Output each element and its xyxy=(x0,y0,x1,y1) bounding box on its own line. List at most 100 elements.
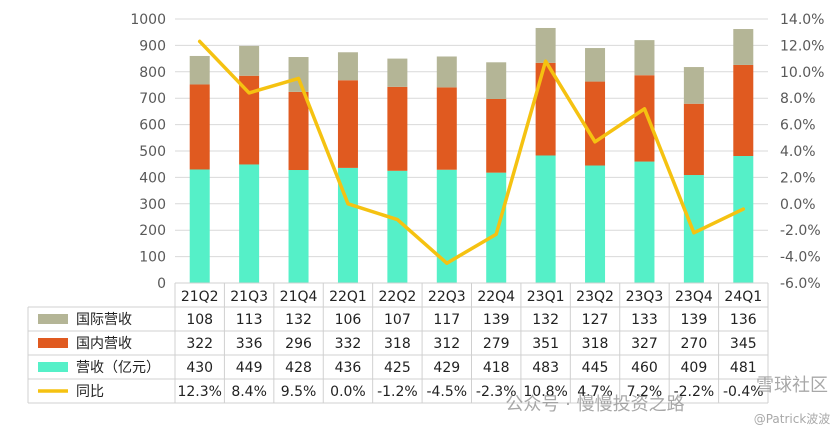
legend-label: 国内营收 xyxy=(76,336,132,352)
bar-segment-international xyxy=(288,57,309,92)
table-cell-value: 12.3% xyxy=(177,384,221,400)
yoy-line-series xyxy=(197,39,746,265)
table-cell-value: 108 xyxy=(186,312,213,328)
bar-segment-total-revenue xyxy=(585,165,606,283)
yoy-point xyxy=(198,39,202,43)
yoy-point xyxy=(395,218,399,222)
bar-segment-domestic xyxy=(436,87,457,170)
right-tick-label: -2.0% xyxy=(780,223,821,239)
table-cell-value: 107 xyxy=(384,312,411,328)
left-tick-label: 600 xyxy=(139,118,166,134)
category-label: 23Q4 xyxy=(675,289,713,305)
bar-segment-international xyxy=(585,48,606,82)
category-label: 23Q2 xyxy=(576,289,614,305)
table-cell-value: 425 xyxy=(384,360,411,376)
legend-swatch xyxy=(38,338,68,348)
legend-swatch xyxy=(38,362,68,372)
yoy-point xyxy=(692,231,696,235)
right-tick-label: 12.0% xyxy=(780,38,824,54)
category-label: 23Q1 xyxy=(527,289,565,305)
table-cell-value: -1.2% xyxy=(377,384,418,400)
left-tick-label: 400 xyxy=(139,170,166,186)
category-label: 22Q4 xyxy=(477,289,515,305)
table-cell-value: 312 xyxy=(433,336,460,352)
table-cell-value: 436 xyxy=(335,360,362,376)
table-cell-value: 132 xyxy=(285,312,312,328)
bar-segment-international xyxy=(683,67,704,104)
left-tick-label: 900 xyxy=(139,38,166,54)
table-cell-value: 318 xyxy=(384,336,411,352)
table-cell-value: 429 xyxy=(433,360,460,376)
right-tick-label: 8.0% xyxy=(780,91,816,107)
right-tick-label: 2.0% xyxy=(780,170,816,186)
table-cell-value: 117 xyxy=(433,312,460,328)
bar-segment-domestic xyxy=(683,103,704,176)
table-cell-value: 428 xyxy=(285,360,312,376)
bar-segment-total-revenue xyxy=(189,169,210,283)
table-cell-value: 481 xyxy=(730,360,757,376)
watermark-author: @Patrick波波 xyxy=(754,412,831,426)
yoy-point xyxy=(346,202,350,206)
table-cell-value: 10.8% xyxy=(523,384,567,400)
bar-segment-international xyxy=(486,62,507,99)
left-tick-label: 500 xyxy=(139,144,166,160)
watermark: 公众号 · 慢慢投资之路 雪球社区 @Patrick波波 xyxy=(505,375,830,426)
bar-segment-international xyxy=(436,56,457,88)
table-cell-value: 322 xyxy=(186,336,213,352)
bar-segment-domestic xyxy=(634,75,655,162)
watermark-account: 公众号 · 慢慢投资之路 xyxy=(505,394,684,415)
bar-segment-domestic xyxy=(288,91,309,171)
legend-label: 营收（亿元） xyxy=(76,360,160,376)
left-axis: 0 100 200 300 400 500 600 700 800 900 1000 xyxy=(130,12,166,292)
legend-label: 国际营收 xyxy=(76,312,132,328)
table-cell-value: -4.5% xyxy=(426,384,467,400)
table-cell-value: 409 xyxy=(681,360,708,376)
yoy-point xyxy=(297,76,301,80)
bar-segment-international xyxy=(189,55,210,85)
table-cell-value: 0.0% xyxy=(330,384,366,400)
right-tick-label: -4.0% xyxy=(780,250,821,266)
bar-segment-domestic xyxy=(387,86,408,171)
bar-segment-total-revenue xyxy=(733,156,754,283)
right-tick-label: 14.0% xyxy=(780,12,824,28)
table-cell-value: 483 xyxy=(532,360,559,376)
yoy-point xyxy=(642,107,646,111)
right-axis: -6.0% -4.0% -2.0% 0.0% 2.0% 4.0% 6.0% 8.0% 10.0%… xyxy=(780,12,824,292)
yoy-point xyxy=(247,91,251,95)
table-cell-value: 318 xyxy=(582,336,609,352)
table-cell-value: 345 xyxy=(730,336,757,352)
gridlines xyxy=(175,18,768,258)
yoy-point xyxy=(494,232,498,236)
right-tick-label: 6.0% xyxy=(780,118,816,134)
right-tick-label: 10.0% xyxy=(780,65,824,81)
bar-segment-domestic xyxy=(189,84,210,170)
table-cell-value: 351 xyxy=(532,336,559,352)
stacked-bars xyxy=(189,27,754,283)
table-cell-value: 279 xyxy=(483,336,510,352)
right-tick-label: -6.0% xyxy=(780,276,821,292)
bar-segment-domestic xyxy=(585,81,606,166)
bar-segment-total-revenue xyxy=(634,161,655,283)
bar-segment-international xyxy=(387,58,408,87)
table-cell-value: 133 xyxy=(631,312,658,328)
table-cell-value: 139 xyxy=(483,312,510,328)
legend-swatch xyxy=(38,314,68,324)
bar-segment-international xyxy=(733,29,754,65)
table-cell-value: 296 xyxy=(285,336,312,352)
yoy-point xyxy=(544,59,548,63)
bar-segment-domestic xyxy=(486,98,507,173)
bar-segment-international xyxy=(535,27,556,63)
right-tick-label: 0.0% xyxy=(780,197,816,213)
data-table: 21Q2 21Q3 21Q4 22Q1 22Q2 22Q3 22Q4 23Q1 23Q2 23Q3… xyxy=(27,282,769,404)
left-tick-label: 800 xyxy=(139,65,166,81)
table-cell-value: 418 xyxy=(483,360,510,376)
table-cell-value: 139 xyxy=(681,312,708,328)
bar-segment-total-revenue xyxy=(387,170,408,283)
table-cell-value: -2.3% xyxy=(476,384,517,400)
left-tick-label: 300 xyxy=(139,197,166,213)
table-cell-value: 127 xyxy=(582,312,609,328)
table-cell-value: 7.2% xyxy=(627,384,663,400)
bar-segment-total-revenue xyxy=(337,167,358,283)
category-label: 24Q1 xyxy=(724,289,762,305)
